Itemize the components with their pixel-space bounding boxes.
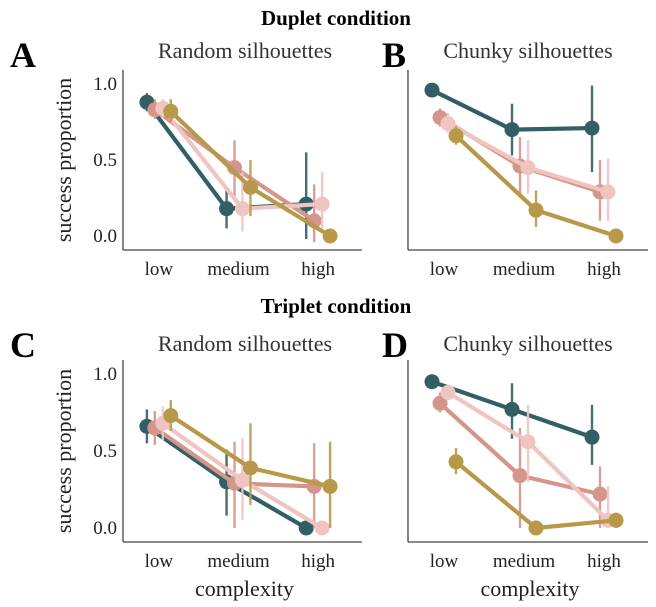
- panel-title-b: Chunky silhouettes: [443, 38, 612, 63]
- panel-title-a: Random silhouettes: [158, 38, 332, 63]
- panel-title-d: Chunky silhouettes: [443, 331, 612, 356]
- data-point: [242, 460, 258, 476]
- data-point: [448, 454, 464, 470]
- y-axis-label: success proportion: [51, 78, 76, 242]
- data-point: [163, 103, 179, 119]
- data-point: [424, 374, 440, 390]
- data-point: [234, 472, 250, 488]
- x-axis-label: complexity: [195, 576, 294, 601]
- data-point: [242, 179, 258, 195]
- y-tick-label: 0.0: [93, 518, 117, 539]
- x-tick-label-high: high: [301, 259, 335, 280]
- panel-letter-c: C: [10, 325, 36, 365]
- data-point: [322, 228, 338, 244]
- data-point: [520, 160, 536, 176]
- y-axis-label: success proportion: [51, 369, 76, 533]
- data-point: [448, 128, 464, 144]
- y-tick-label: 0.5: [93, 441, 117, 462]
- x-tick-label-low: low: [430, 551, 459, 572]
- panel-letter-a: A: [10, 35, 36, 75]
- x-tick-label-high: high: [587, 259, 621, 280]
- data-point: [520, 434, 536, 450]
- data-point: [440, 384, 456, 400]
- data-point: [528, 520, 544, 536]
- series-3: [163, 99, 338, 244]
- series-2: [440, 384, 616, 528]
- data-point: [592, 486, 608, 502]
- data-point: [298, 520, 314, 536]
- data-point: [234, 201, 250, 217]
- series-3: [163, 400, 338, 528]
- series-3: [448, 447, 624, 536]
- y-tick-label: 0.0: [93, 226, 117, 247]
- data-point: [219, 201, 235, 217]
- series-2: [155, 406, 330, 536]
- series-0: [424, 82, 600, 173]
- panel-b: B Chunky silhouettes low medium high: [382, 35, 648, 280]
- series-0: [424, 374, 600, 465]
- panel-c: C Random silhouettes 0.0 0.5 1.0 low medium hig…: [10, 325, 362, 601]
- data-point: [608, 512, 624, 528]
- x-tick-label-medium: medium: [207, 259, 269, 280]
- data-point: [584, 120, 600, 136]
- data-point: [440, 116, 456, 132]
- panel-a: A Random silhouettes 0.0 0.5 1.0 low medium hig…: [10, 35, 362, 280]
- data-point: [608, 228, 624, 244]
- x-tick-label-high: high: [301, 551, 335, 572]
- panel-letter-b: B: [382, 35, 406, 75]
- data-point: [314, 520, 330, 536]
- series-2: [440, 112, 616, 221]
- y-tick-label: 1.0: [93, 74, 117, 95]
- triplet-heading: Triplet condition: [261, 294, 412, 318]
- data-point: [424, 82, 440, 98]
- data-point: [322, 478, 338, 494]
- x-tick-label-medium: medium: [207, 551, 269, 572]
- data-point: [504, 122, 520, 138]
- data-point: [314, 196, 330, 212]
- panel-d: D Chunky silhouettes low medium high complexi…: [382, 325, 648, 601]
- data-point: [512, 468, 528, 484]
- panel-title-c: Random silhouettes: [158, 331, 332, 356]
- data-point: [432, 395, 448, 411]
- x-tick-label-high: high: [587, 551, 621, 572]
- x-tick-label-low: low: [145, 551, 174, 572]
- series-line: [453, 459, 619, 531]
- series-3: [448, 126, 624, 244]
- data-point: [584, 429, 600, 445]
- y-tick-label: 1.0: [93, 364, 117, 385]
- data-point: [600, 184, 616, 200]
- panel-letter-d: D: [382, 325, 408, 365]
- y-tick-label: 0.5: [93, 150, 117, 171]
- x-tick-label-low: low: [145, 259, 174, 280]
- x-axis-label: complexity: [481, 576, 580, 601]
- x-tick-label-medium: medium: [493, 259, 555, 280]
- duplet-heading: Duplet condition: [261, 6, 411, 30]
- x-tick-label-medium: medium: [493, 551, 555, 572]
- data-point: [528, 202, 544, 218]
- x-tick-label-low: low: [430, 259, 459, 280]
- data-point: [163, 408, 179, 424]
- data-point: [504, 401, 520, 417]
- series-0: [139, 409, 314, 536]
